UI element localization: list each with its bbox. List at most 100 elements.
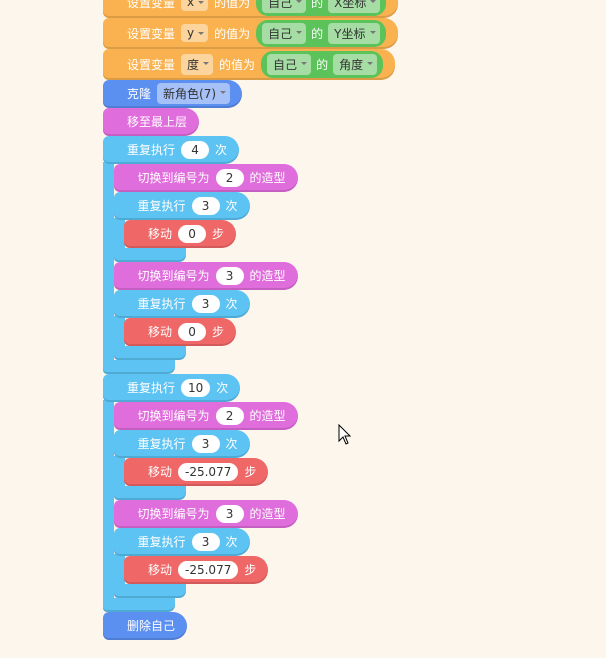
block-label: 步 xyxy=(212,325,225,339)
block-label: 步 xyxy=(244,465,257,479)
c-block-spine xyxy=(113,553,125,586)
block-label: 次 xyxy=(215,143,228,157)
number-input[interactable]: 0 xyxy=(178,322,207,341)
dropdown[interactable]: 自己 xyxy=(262,0,307,13)
block-label: 的造型 xyxy=(249,507,286,521)
code-block[interactable]: 切换到编号为 2 的造型 xyxy=(113,401,298,430)
code-block[interactable]: 重复执行 3 次 xyxy=(113,191,250,220)
c-block-spine xyxy=(113,455,125,488)
c-block-spine xyxy=(103,161,114,362)
code-block[interactable]: 重复执行 3 次 xyxy=(113,289,250,318)
dropdown[interactable]: 新角色(7) xyxy=(157,83,231,104)
dropdown[interactable]: 自己 xyxy=(267,53,312,75)
code-block[interactable]: 切换到编号为 3 的造型 xyxy=(113,261,298,290)
number-input[interactable]: 4 xyxy=(181,140,210,159)
block-label: 步 xyxy=(244,563,257,577)
block-label: 重复执行 xyxy=(137,199,186,213)
code-block[interactable]: 切换到编号为 2 的造型 xyxy=(113,163,298,192)
code-block[interactable]: 移动 0 步 xyxy=(124,317,237,346)
block-label: 步 xyxy=(212,227,225,241)
c-block-spine xyxy=(103,399,114,600)
c-block-spine xyxy=(113,315,125,348)
block-label: 移动 xyxy=(148,227,173,241)
block-label: 删除自己 xyxy=(127,619,176,633)
code-block[interactable]: 删除自己 xyxy=(103,611,188,640)
mouse-cursor xyxy=(338,424,352,445)
block-label: 切换到编号为 xyxy=(137,269,210,283)
block-label: 的 xyxy=(311,0,324,10)
block-label: 设置变量 xyxy=(127,0,176,10)
dropdown[interactable]: Y坐标 xyxy=(328,22,380,44)
code-block[interactable]: 设置变量 y 的值为 自己的 Y坐标 xyxy=(103,17,398,49)
block-label: 的值为 xyxy=(219,57,256,72)
code-block[interactable]: 克隆 新角色(7) xyxy=(103,79,243,108)
block-label: 设置变量 xyxy=(127,57,176,72)
number-input[interactable]: 3 xyxy=(191,196,220,215)
number-input[interactable]: 3 xyxy=(191,532,220,551)
code-block[interactable]: 移动 0 步 xyxy=(124,219,237,248)
block-label: 移动 xyxy=(148,325,173,339)
dropdown[interactable]: X坐标 xyxy=(328,0,381,13)
block-label: 切换到编号为 xyxy=(137,507,210,521)
dropdown[interactable]: 度 xyxy=(181,53,214,75)
c-block-arm xyxy=(113,247,186,262)
block-label: 的 xyxy=(316,57,329,72)
block-label: 设置变量 xyxy=(127,26,176,41)
dropdown[interactable]: y xyxy=(181,24,209,42)
number-input[interactable]: 3 xyxy=(215,504,244,523)
block-label: 的值为 xyxy=(214,0,251,10)
block-label: 重复执行 xyxy=(127,143,176,157)
reporter-block[interactable]: 自己的 X坐标 xyxy=(256,0,387,16)
block-label: 次 xyxy=(216,381,229,395)
block-label: 次 xyxy=(225,535,238,549)
code-block[interactable]: 重复执行 4 次 xyxy=(103,135,240,164)
c-block-arm xyxy=(113,583,186,598)
reporter-block[interactable]: 自己的 Y坐标 xyxy=(256,19,386,47)
c-block-arm xyxy=(103,359,175,374)
c-block-spine xyxy=(113,217,125,250)
code-block[interactable]: 移动 -25.077 步 xyxy=(124,555,269,584)
c-block-arm xyxy=(113,345,186,360)
code-block[interactable]: 移动 -25.077 步 xyxy=(124,457,269,486)
number-input[interactable]: -25.077 xyxy=(178,560,239,579)
block-label: 的造型 xyxy=(249,409,286,423)
dropdown[interactable]: 自己 xyxy=(262,22,307,44)
dropdown[interactable]: 角度 xyxy=(333,53,378,75)
block-label: 的 xyxy=(311,26,324,41)
block-label: 重复执行 xyxy=(127,381,176,395)
block-label: 的值为 xyxy=(214,26,251,41)
number-input[interactable]: 3 xyxy=(191,434,220,453)
code-block[interactable]: 重复执行 10 次 xyxy=(103,373,241,402)
number-input[interactable]: -25.077 xyxy=(178,462,239,481)
code-block[interactable]: 设置变量 x 的值为 自己的 X坐标 xyxy=(103,0,399,18)
block-label: 移至最上层 xyxy=(127,115,188,129)
code-block[interactable]: 移至最上层 xyxy=(103,107,200,136)
block-label: 重复执行 xyxy=(137,297,186,311)
c-block-arm xyxy=(103,597,175,612)
block-label: 切换到编号为 xyxy=(137,409,210,423)
block-label: 次 xyxy=(225,297,238,311)
number-input[interactable]: 2 xyxy=(215,406,244,425)
code-block[interactable]: 重复执行 3 次 xyxy=(113,429,250,458)
code-block[interactable]: 设置变量度的值为 自己的角度 xyxy=(103,48,396,80)
block-label: 克隆 xyxy=(127,87,152,101)
code-block[interactable]: 重复执行 3 次 xyxy=(113,527,250,556)
block-label: 移动 xyxy=(148,563,173,577)
block-label: 的造型 xyxy=(249,171,286,185)
number-input[interactable]: 3 xyxy=(215,266,244,285)
number-input[interactable]: 0 xyxy=(178,224,207,243)
code-block[interactable]: 切换到编号为 3 的造型 xyxy=(113,499,298,528)
dropdown[interactable]: x xyxy=(181,0,209,11)
block-label: 移动 xyxy=(148,465,173,479)
number-input[interactable]: 3 xyxy=(191,294,220,313)
reporter-block[interactable]: 自己的角度 xyxy=(261,50,384,78)
number-input[interactable]: 10 xyxy=(181,378,211,397)
block-label: 切换到编号为 xyxy=(137,171,210,185)
block-label: 重复执行 xyxy=(137,535,186,549)
number-input[interactable]: 2 xyxy=(215,168,244,187)
block-label: 次 xyxy=(225,199,238,213)
block-label: 的造型 xyxy=(249,269,286,283)
block-label: 次 xyxy=(225,437,238,451)
